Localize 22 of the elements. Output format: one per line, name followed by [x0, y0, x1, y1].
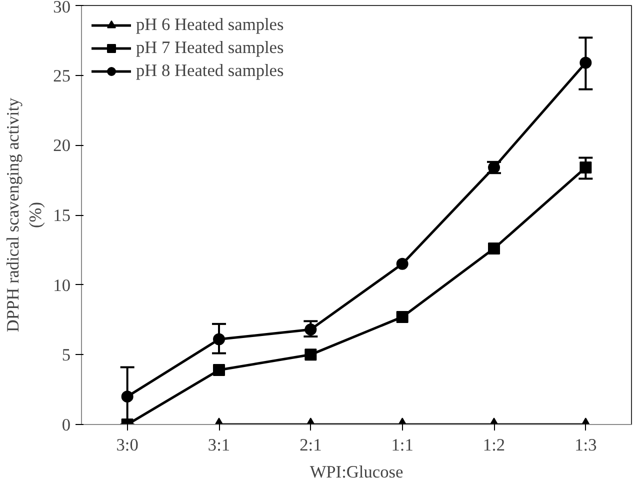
y-axis-title: DPPH radical scavenging activity (%) [3, 97, 46, 332]
y-tick-label: 0 [62, 416, 71, 434]
x-axis-title: WPI:Glucose [310, 462, 404, 482]
legend-label: pH 7 Heated samples [136, 38, 284, 58]
y-tick-label: 15 [53, 206, 70, 225]
x-tick-label: 2:1 [300, 436, 322, 454]
y-tick-label: 20 [53, 136, 70, 156]
y-tick-label: 5 [62, 346, 71, 365]
x-tick-label: 1:1 [391, 436, 414, 454]
y-tick-label: 25 [53, 66, 70, 86]
x-tick-label: 1:2 [482, 436, 506, 454]
point [580, 162, 592, 174]
legend-label: pH 8 Heated samples [136, 61, 284, 81]
y-tick-label: 30 [53, 0, 70, 16]
point [488, 242, 500, 255]
x-tick-label: 3:1 [208, 436, 230, 454]
x-tick-label: 3:0 [116, 436, 138, 454]
point [396, 310, 408, 323]
legend-label: pH 6 Heated samples [136, 15, 284, 35]
x-tick-label: 1:3 [574, 436, 597, 454]
y-tick-label: 10 [53, 276, 70, 295]
point [396, 258, 408, 270]
